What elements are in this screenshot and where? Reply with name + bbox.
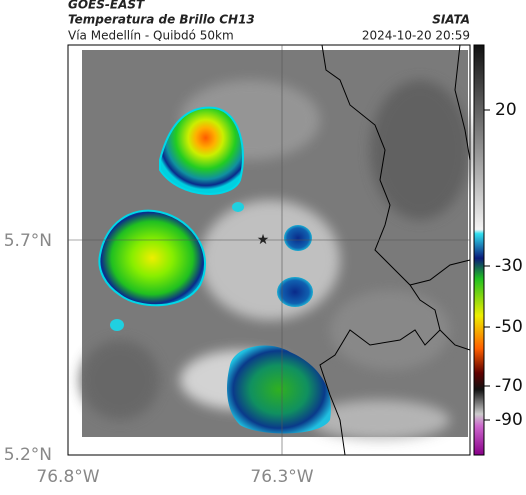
graticule <box>68 45 470 455</box>
colorbar-tick-label: -50 <box>495 317 523 337</box>
lat-label: 5.2°N <box>4 445 52 465</box>
lon-label: 76.3°W <box>250 467 313 487</box>
city-marker: ★ <box>257 232 270 248</box>
lon-label: 76.8°W <box>36 467 99 487</box>
route: Vía Medellín - Quibdó 50km <box>68 29 234 43</box>
colorbar-tick-label: -90 <box>495 410 523 430</box>
colorbar-tick-label: 20 <box>495 100 517 120</box>
satellite: GOES-EAST <box>68 0 145 12</box>
timestamp: 2024-10-20 20:59 <box>362 29 470 43</box>
satellite-image <box>80 50 470 440</box>
colorbar-tick-label: -70 <box>495 376 523 396</box>
colorbar <box>473 44 485 456</box>
product: Temperatura de Brillo CH13 <box>68 13 255 27</box>
lat-label: 5.7°N <box>4 231 52 251</box>
colorbar-tick-label: -30 <box>495 256 523 276</box>
source: SIATA <box>432 13 470 27</box>
colorbar-ticks: 20 -30 -50 -70 -90 <box>484 100 523 430</box>
borders <box>319 44 471 456</box>
